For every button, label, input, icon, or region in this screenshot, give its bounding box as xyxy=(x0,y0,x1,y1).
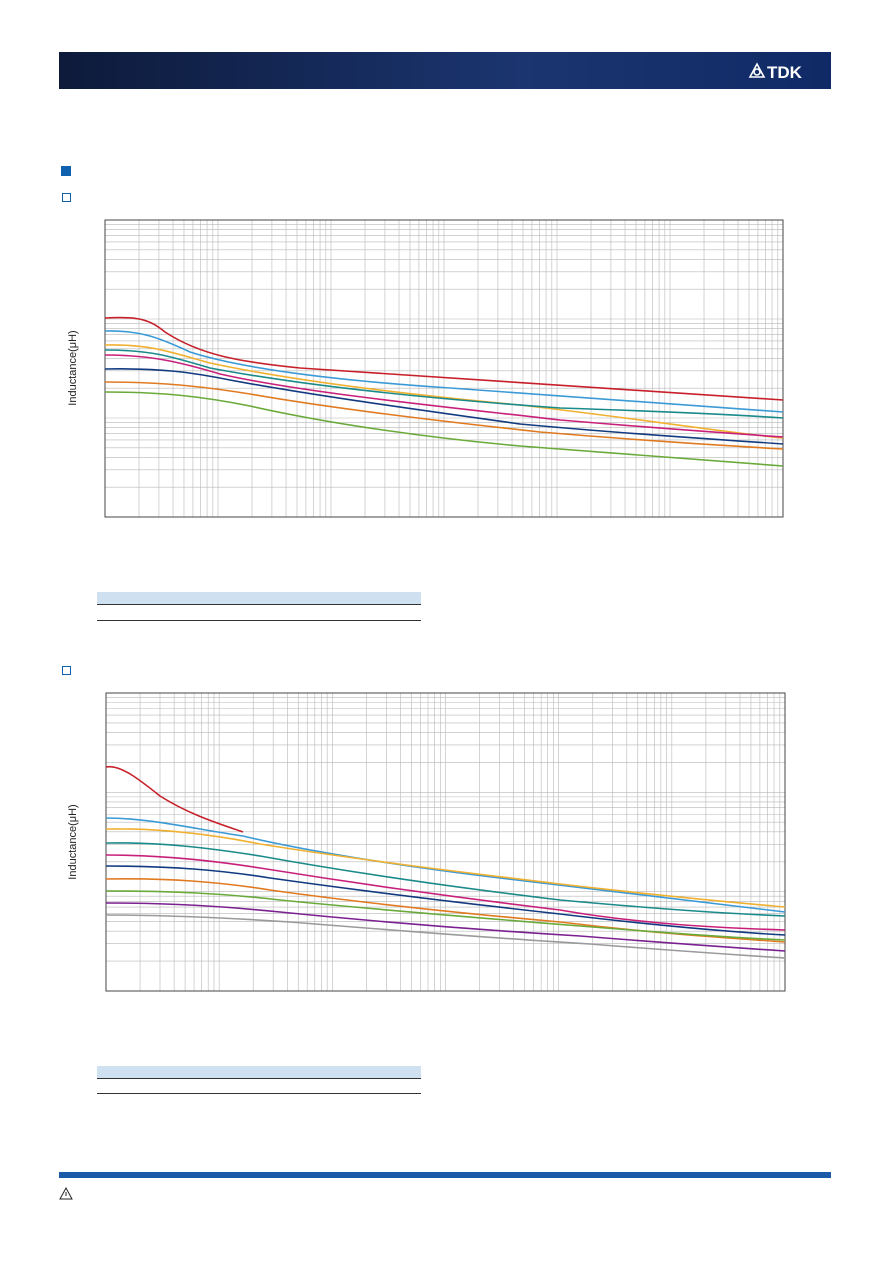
warning-icon xyxy=(59,1186,73,1200)
curve xyxy=(104,368,784,445)
curve xyxy=(104,330,784,413)
plot-frame xyxy=(105,692,786,992)
chart-grid xyxy=(105,220,783,517)
logo-text: TDK xyxy=(767,63,803,82)
curve xyxy=(105,865,786,936)
subsection-bullet xyxy=(62,193,71,202)
curve xyxy=(105,765,244,833)
y-axis-label: Inductance(μH) xyxy=(67,330,79,405)
header-bar xyxy=(59,52,831,89)
table-header xyxy=(97,592,421,604)
table-header xyxy=(97,1066,421,1078)
curve xyxy=(104,344,784,439)
curve xyxy=(105,828,786,908)
curve xyxy=(105,854,786,931)
chart-grid xyxy=(106,693,785,991)
curve xyxy=(104,391,784,467)
curve xyxy=(104,354,784,438)
curve xyxy=(105,890,786,941)
curves xyxy=(104,316,786,959)
curve xyxy=(104,316,784,401)
y-axis-label: Inductance(μH) xyxy=(67,804,79,879)
curve xyxy=(105,914,786,959)
footer-bar xyxy=(59,1172,831,1178)
logo-mark xyxy=(748,62,766,78)
curve xyxy=(105,842,786,917)
curve xyxy=(105,902,786,952)
curve xyxy=(104,349,784,419)
section-bullet xyxy=(61,166,71,176)
subsection-bullet xyxy=(62,666,71,675)
curve xyxy=(104,381,784,450)
